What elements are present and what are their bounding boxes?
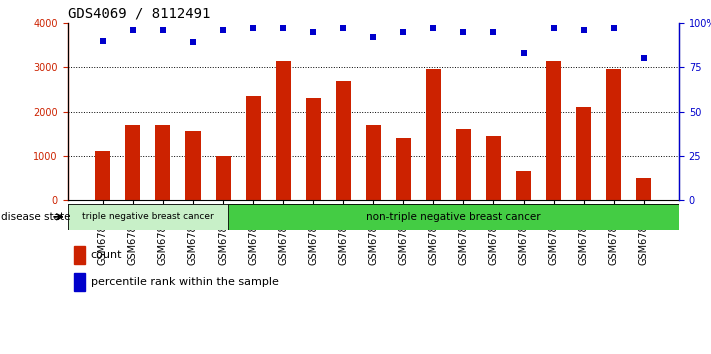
Bar xyxy=(68,204,228,230)
Bar xyxy=(486,136,501,200)
Point xyxy=(608,25,619,31)
Text: disease state: disease state xyxy=(1,212,70,222)
Bar xyxy=(95,152,110,200)
Bar xyxy=(396,138,411,200)
Bar xyxy=(336,80,351,200)
Bar xyxy=(516,171,531,200)
Point xyxy=(548,25,560,31)
Bar xyxy=(306,98,321,200)
Bar xyxy=(456,129,471,200)
Bar xyxy=(245,96,261,200)
Point xyxy=(97,38,109,44)
Text: non-triple negative breast cancer: non-triple negative breast cancer xyxy=(366,212,541,222)
Point xyxy=(428,25,439,31)
Text: triple negative breast cancer: triple negative breast cancer xyxy=(82,212,214,221)
Bar xyxy=(606,69,621,200)
Bar xyxy=(546,61,561,200)
Bar xyxy=(228,204,679,230)
Point xyxy=(157,27,169,33)
Point xyxy=(187,40,198,45)
Bar xyxy=(215,156,230,200)
Bar xyxy=(74,273,85,291)
Point xyxy=(368,34,379,40)
Point xyxy=(247,25,259,31)
Bar xyxy=(125,125,140,200)
Point xyxy=(307,29,319,35)
Point xyxy=(488,29,499,35)
Point xyxy=(518,50,529,56)
Point xyxy=(127,27,139,33)
Bar xyxy=(276,61,291,200)
Point xyxy=(218,27,229,33)
Bar xyxy=(426,69,441,200)
Bar xyxy=(156,125,171,200)
Text: count: count xyxy=(91,250,122,260)
Bar xyxy=(186,131,201,200)
Bar xyxy=(576,107,591,200)
Point xyxy=(397,29,409,35)
Text: GDS4069 / 8112491: GDS4069 / 8112491 xyxy=(68,6,210,21)
Point xyxy=(338,25,349,31)
Bar xyxy=(365,125,381,200)
Bar xyxy=(74,246,85,264)
Bar xyxy=(636,178,651,200)
Point xyxy=(458,29,469,35)
Text: percentile rank within the sample: percentile rank within the sample xyxy=(91,277,279,287)
Point xyxy=(578,27,589,33)
Point xyxy=(638,56,649,61)
Point xyxy=(277,25,289,31)
